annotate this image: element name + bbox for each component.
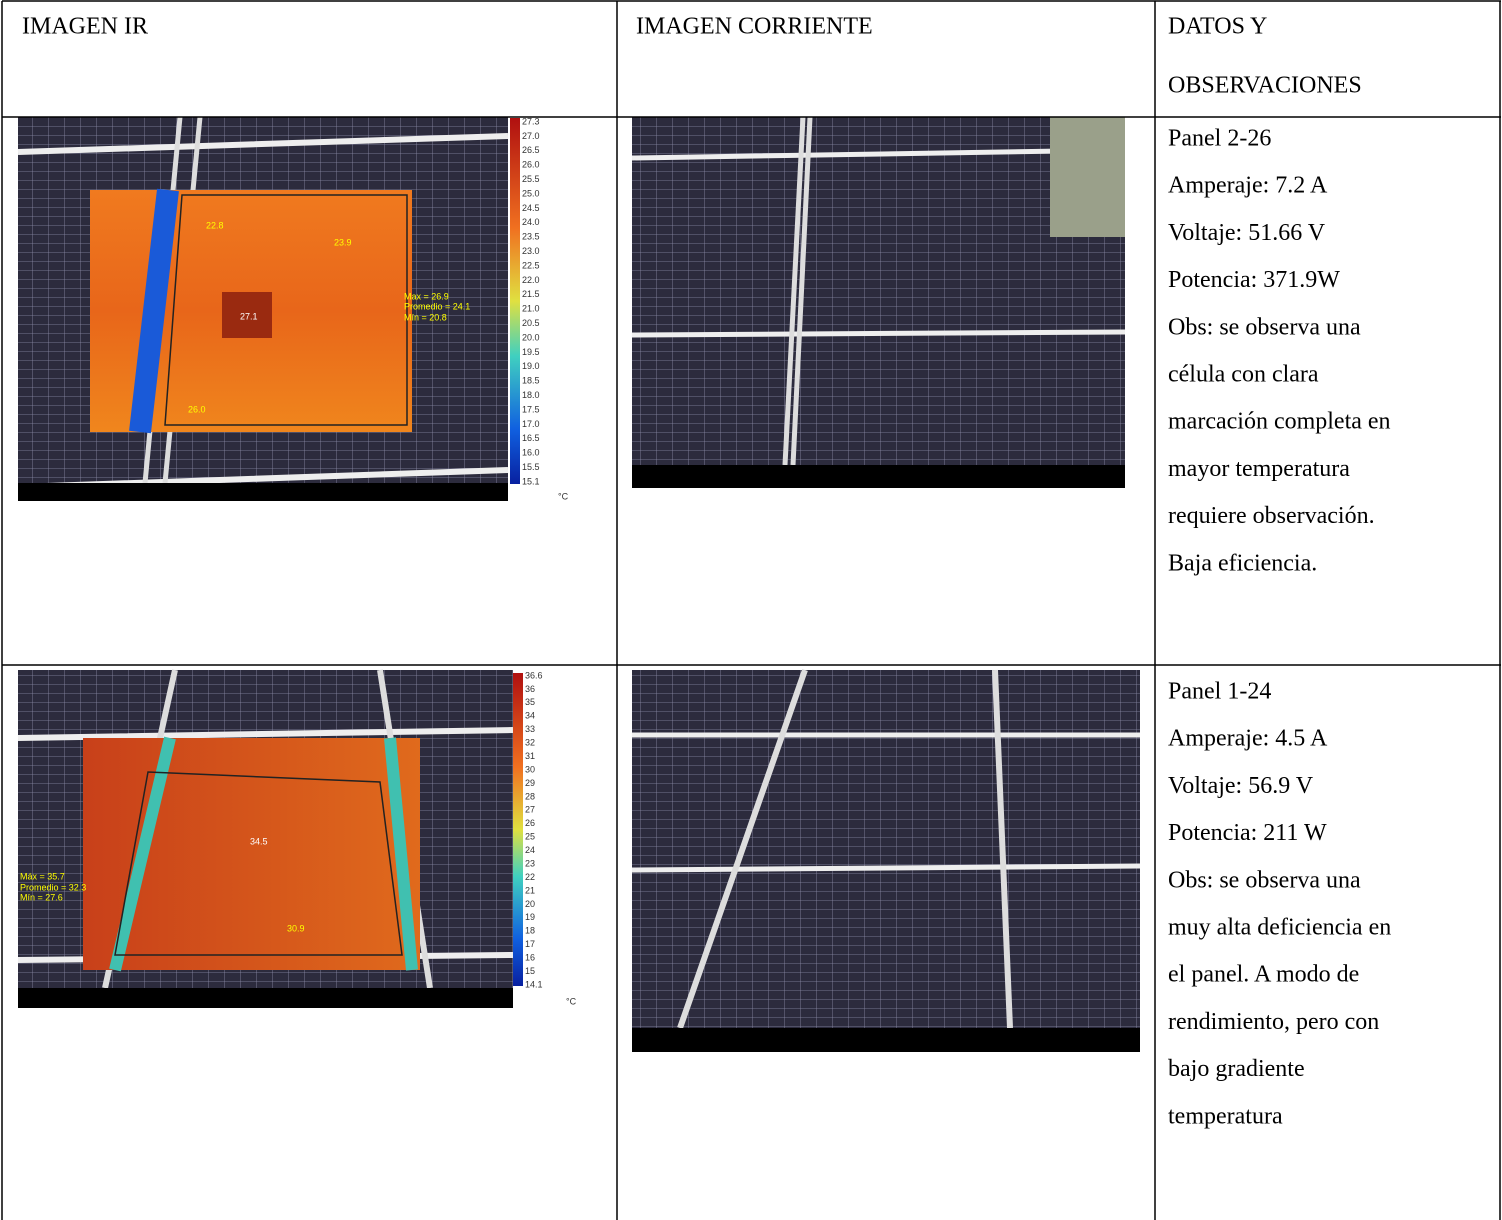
- scale-label: 24: [525, 845, 535, 855]
- scale-label: 27.0: [522, 131, 540, 141]
- scale-label: 16.5: [522, 433, 540, 443]
- scale-label: 21: [525, 885, 535, 895]
- scale-label: 35: [525, 697, 535, 707]
- scale-label: 17: [525, 939, 535, 949]
- data-line: Panel 1-24: [1168, 679, 1271, 705]
- scale-label: 20: [525, 899, 535, 909]
- spot-label: 26.0: [188, 404, 206, 414]
- data-line: Potencia: 211 W: [1168, 820, 1327, 846]
- spot-label: 34.5: [250, 836, 268, 846]
- scale-unit: °C: [558, 491, 569, 501]
- stat-label: Máx = 35.7: [20, 871, 65, 881]
- scale-label: 23.5: [522, 232, 540, 242]
- scale-label: 17.5: [522, 404, 540, 414]
- data-line: requiere observación.: [1168, 503, 1375, 529]
- scale-label: 20.5: [522, 318, 540, 328]
- data-line: mayor temperatura: [1168, 456, 1350, 482]
- stat-label: Mín = 20.8: [404, 312, 447, 322]
- scale-label: 36: [525, 684, 535, 694]
- scale-label: 22.5: [522, 260, 540, 270]
- data-line: rendimiento, pero con: [1168, 1009, 1379, 1035]
- scale-label: 30: [525, 764, 535, 774]
- stat-label: Max = 26.9: [404, 291, 449, 301]
- scale-label: 25.5: [522, 174, 540, 184]
- header-cell: DATOS Y: [1168, 14, 1267, 40]
- scale-unit: °C: [566, 996, 577, 1006]
- stat-label: Promedio = 24.1: [404, 301, 470, 311]
- data-line: Panel 2-26: [1168, 126, 1271, 152]
- scale-label: 19.5: [522, 347, 540, 357]
- header-cell: OBSERVACIONES: [1168, 73, 1362, 99]
- data-line: el panel. A modo de: [1168, 962, 1359, 988]
- scale-label: 34: [525, 711, 535, 721]
- data-line: Voltaje: 56.9 V: [1168, 773, 1314, 799]
- data-line: Baja eficiencia.: [1168, 550, 1317, 576]
- scale-label: 19: [525, 912, 535, 922]
- scale-label: 23.0: [522, 246, 540, 256]
- spot-label: 22.8: [206, 220, 224, 230]
- data-line: temperatura: [1168, 1103, 1283, 1129]
- ir-image: [17, 669, 523, 1008]
- scale-label: 18.0: [522, 390, 540, 400]
- scale-label: 28: [525, 791, 535, 801]
- spot-label: 30.9: [287, 923, 305, 933]
- stat-label: Promedio = 32.3: [20, 882, 86, 892]
- scale-label: 15.5: [522, 462, 540, 472]
- data-line: Obs: se observa una: [1168, 314, 1361, 340]
- scale-label: 14.1: [525, 979, 543, 989]
- scale-label: 36.6: [525, 670, 543, 680]
- scale-label: 21.5: [522, 289, 540, 299]
- scale-label: 26: [525, 818, 535, 828]
- photo: [631, 116, 1126, 488]
- data-line: muy alta deficiencia en: [1168, 915, 1391, 941]
- scale-label: 26.5: [522, 145, 540, 155]
- scale-label: 15.1: [522, 476, 540, 486]
- scale-label: 33: [525, 724, 535, 734]
- scale-label: 17.0: [522, 419, 540, 429]
- data-line: célula con clara: [1168, 362, 1319, 388]
- stat-label: Mín = 27.6: [20, 892, 63, 902]
- data-line: bajo gradiente: [1168, 1056, 1305, 1082]
- data-line: Potencia: 371.9W: [1168, 267, 1340, 293]
- scale-label: 19.0: [522, 361, 540, 371]
- scale-label: 18.5: [522, 376, 540, 386]
- scale-label: 25.0: [522, 188, 540, 198]
- spot-label: 23.9: [334, 237, 352, 247]
- data-line: marcación completa en: [1168, 409, 1391, 435]
- scale-label: 27: [525, 805, 535, 815]
- scale-label: 24.5: [522, 203, 540, 213]
- scale-label: 18: [525, 926, 535, 936]
- data-line: Voltaje: 51.66 V: [1168, 220, 1326, 246]
- photo: [631, 669, 1141, 1052]
- scale-label: 32: [525, 738, 535, 748]
- scale-label: 15: [525, 966, 535, 976]
- header-cell: IMAGEN CORRIENTE: [636, 14, 873, 40]
- header-cell: IMAGEN IR: [22, 14, 148, 40]
- scale-label: 23: [525, 858, 535, 868]
- data-line: Amperaje: 4.5 A: [1168, 726, 1328, 752]
- scale-label: 20.0: [522, 332, 540, 342]
- scale-label: 16: [525, 953, 535, 963]
- scale-label: 21.0: [522, 304, 540, 314]
- scale-label: 26.0: [522, 160, 540, 170]
- scale-label: 22.0: [522, 275, 540, 285]
- scale-label: 31: [525, 751, 535, 761]
- spot-label: 27.1: [240, 311, 258, 321]
- scale-label: 22: [525, 872, 535, 882]
- scale-label: 29: [525, 778, 535, 788]
- scale-label: 25: [525, 832, 535, 842]
- data-line: Obs: se observa una: [1168, 867, 1361, 893]
- scale-label: 24.0: [522, 217, 540, 227]
- ir-image: [17, 116, 520, 501]
- scale-label: 16.0: [522, 448, 540, 458]
- data-line: Amperaje: 7.2 A: [1168, 173, 1328, 199]
- scale-label: 27.3: [522, 116, 540, 126]
